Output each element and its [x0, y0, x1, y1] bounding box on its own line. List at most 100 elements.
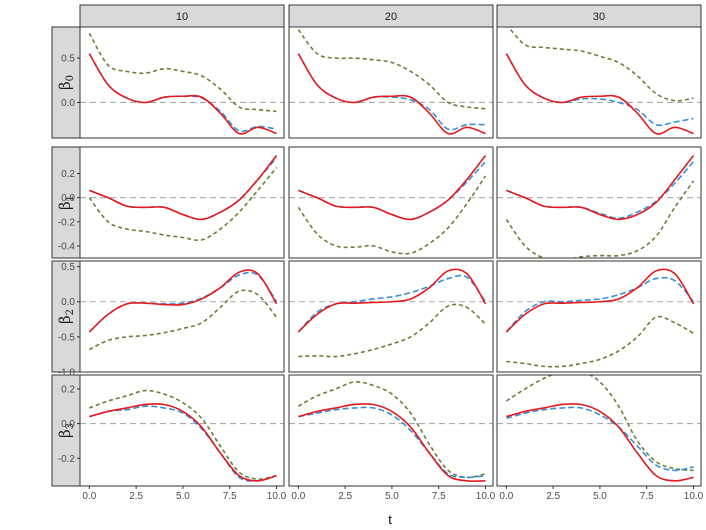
series-line-green [89, 289, 278, 351]
y-tick-label: 0.0 [61, 297, 75, 308]
series-line-red [506, 403, 694, 482]
series-line-green [297, 29, 486, 110]
panel-background [80, 147, 284, 258]
panel-background [80, 375, 284, 486]
panel-background [497, 147, 701, 258]
series-lines [297, 381, 486, 482]
series-line-blue [505, 53, 694, 127]
panel-background [497, 27, 701, 138]
series-line-blue [297, 53, 486, 131]
x-tick-label: 7.5 [432, 491, 446, 502]
panel-r0-c0 [79, 26, 285, 139]
x-tick-label: 7.5 [640, 491, 654, 502]
y-tick-label: 0.2 [61, 384, 75, 395]
series-line-red [89, 403, 277, 482]
panel-border [496, 260, 702, 373]
series-line-red [297, 53, 486, 135]
panel-background [497, 375, 701, 486]
panel-border [496, 374, 702, 487]
series-line-green [505, 375, 694, 472]
panel-border [496, 26, 702, 139]
series-lines [297, 268, 487, 358]
panel-r3-c1 [288, 374, 494, 487]
series-lines [88, 269, 278, 351]
y-tick-label: 0.0 [61, 419, 75, 430]
x-tick-label: 5.0 [593, 491, 607, 502]
x-tick-label: 2.5 [338, 491, 352, 502]
panel-background [80, 261, 284, 372]
y-tick-label: -0.5 [58, 332, 76, 343]
strip-label-20: 20 [385, 11, 397, 23]
panel-border [79, 26, 285, 139]
y-tick-label: 0.5 [61, 262, 75, 273]
panel-border [79, 260, 285, 373]
panel-background [289, 27, 493, 138]
series-lines [505, 27, 694, 135]
y-tick-label: 0.0 [61, 98, 75, 109]
panel-r1-c0 [79, 146, 285, 259]
series-line-blue [297, 274, 487, 333]
x-tick-label: 10.0 [684, 491, 704, 502]
x-tick-label: 10.0 [476, 491, 496, 502]
panels [79, 26, 702, 487]
panel-background [289, 375, 493, 486]
series-line-green [297, 175, 487, 255]
panel-r0-c2 [496, 26, 702, 139]
row-label-beta-1: β1 [56, 195, 76, 210]
x-axis-title: t [388, 512, 392, 527]
panel-background [497, 261, 701, 372]
x-tick-label: 7.5 [223, 491, 237, 502]
series-lines [88, 32, 277, 135]
series-line-green [505, 180, 695, 258]
y-tick-label: 0.5 [61, 54, 75, 65]
series-line-red [88, 53, 277, 135]
series-line-blue [506, 406, 694, 472]
x-tick-label: 0.0 [291, 491, 305, 502]
x-tick-label: 0.0 [82, 491, 96, 502]
y-tick-label: -1.0 [58, 368, 76, 379]
y-tick-label: -0.2 [58, 454, 76, 465]
panel-r2-c2 [496, 260, 702, 373]
series-line-red [298, 154, 487, 221]
strip-label-10: 10 [176, 11, 188, 23]
series-line-green [506, 315, 694, 368]
y-tick-label: 0.2 [61, 169, 75, 180]
x-tick-label: 10.0 [267, 491, 287, 502]
series-lines [297, 29, 486, 135]
y-tick-label: 0.0 [61, 193, 75, 204]
panel-border [288, 146, 494, 259]
panel-border [288, 26, 494, 139]
row-label-beta-0: β0 [56, 75, 76, 90]
series-line-green [507, 27, 694, 102]
row-label-beta-3: β3 [56, 423, 76, 438]
series-line-red [88, 269, 278, 333]
x-tick-label: 0.0 [499, 491, 513, 502]
panel-border [79, 374, 285, 487]
series-line-blue [89, 405, 277, 482]
series-line-green [297, 381, 486, 479]
series-line-red [89, 154, 278, 221]
series-lines [89, 389, 277, 482]
series-lines [505, 375, 694, 482]
series-line-red [505, 268, 695, 333]
panel-r3-c2 [496, 374, 702, 487]
series-line-green [88, 167, 278, 242]
series-lines [505, 268, 695, 368]
panel-border [288, 260, 494, 373]
panel-border [496, 146, 702, 259]
panel-border [288, 374, 494, 487]
panel-background [80, 27, 284, 138]
series-lines [88, 154, 278, 242]
panel-r2-c1 [288, 260, 494, 373]
row-label-beta-2: β2 [56, 309, 76, 324]
panel-r1-c1 [288, 146, 494, 259]
panel-background [289, 147, 493, 258]
panel-r3-c0 [79, 374, 285, 487]
x-tick-label: 5.0 [176, 491, 190, 502]
axes: 0.5 0.0 0.2 0.0 -0.2 -0.4 0.5 0.0 -0.5 -1.0 0.2 0.0… [58, 54, 704, 502]
row-strip-bg-2 [51, 260, 81, 373]
series-line-green [298, 303, 487, 358]
x-tick-label: 5.0 [385, 491, 399, 502]
series-line-red [505, 53, 694, 135]
